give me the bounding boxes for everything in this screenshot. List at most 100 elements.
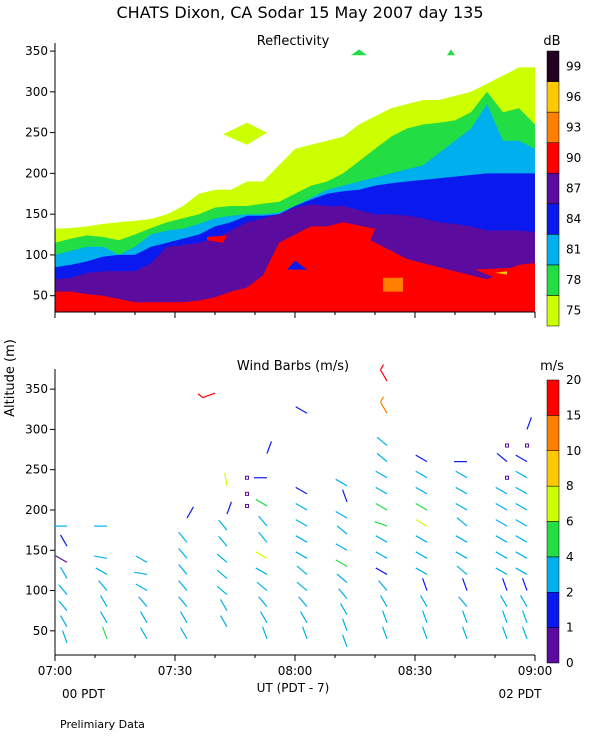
wind-barb	[415, 470, 428, 479]
wind-barb	[58, 600, 68, 612]
wind-barb	[375, 486, 388, 495]
wind-barb	[266, 441, 273, 454]
wind-barb	[379, 369, 388, 382]
wind-barb	[415, 454, 428, 463]
wind-barb	[415, 502, 428, 511]
reflectivity-ytick-label: 300	[25, 85, 48, 99]
wind-barb	[501, 578, 508, 591]
wind-colorbar-label: 20	[566, 373, 581, 387]
reflectivity-colorbar-swatch	[546, 50, 560, 82]
wind-barb	[134, 571, 148, 576]
reflectivity-ytick-label: 150	[25, 207, 48, 221]
wind-xtick-label: 09:00	[518, 664, 553, 678]
wind-barb	[515, 551, 528, 559]
wind-ytick-label: 100	[25, 584, 48, 598]
wind-barb	[421, 626, 428, 640]
reflectivity-colorbar-swatch	[546, 142, 560, 174]
reflectivity-patch-9	[447, 49, 455, 56]
reflectivity-colorbar-label: 75	[566, 304, 581, 318]
wind-barb	[455, 551, 468, 559]
wind-colorbar-label: 15	[566, 408, 581, 422]
wind-barb	[296, 581, 308, 592]
wind-colorbar-label: 0	[566, 656, 574, 670]
wind-barb	[336, 573, 348, 583]
wind-barb	[295, 406, 308, 414]
wind-barb	[335, 543, 348, 551]
wind-colorbar-label: 1	[566, 621, 574, 635]
wind-barb	[216, 569, 228, 579]
wind-barb	[295, 519, 308, 527]
wind-barb	[101, 626, 108, 640]
wind-barb	[59, 566, 68, 579]
reflectivity-colorbar-label: 81	[566, 243, 581, 257]
reflectivity-patch-4	[383, 277, 403, 292]
wind-barb	[336, 525, 348, 535]
wind-barb	[178, 580, 188, 591]
reflectivity-ytick-label: 250	[25, 126, 48, 140]
reflectivity-colorbar-label: 93	[566, 120, 581, 134]
reflectivity-colorbar-label: 90	[566, 151, 581, 165]
wind-barb	[61, 630, 68, 644]
reflectivity-colorbar-swatch	[546, 295, 560, 327]
wind-barb	[218, 519, 228, 531]
wind-ytick-label: 200	[25, 503, 48, 517]
figure-title: CHATS Dixon, CA Sodar 15 May 2007 day 13…	[116, 3, 483, 22]
x-axis-label: UT (PDT - 7)	[257, 681, 330, 695]
wind-barb	[419, 595, 428, 607]
reflectivity-patch-1	[311, 222, 375, 249]
wind-ytick-label: 350	[25, 382, 48, 396]
wind-barb	[339, 603, 348, 616]
wind-barb	[495, 567, 508, 575]
wind-barb	[379, 595, 388, 607]
wind-barb	[374, 521, 388, 527]
wind-barb	[58, 584, 68, 595]
wind-barb	[138, 596, 148, 608]
wind-barb	[415, 535, 428, 543]
wind-barb	[139, 627, 148, 640]
footnote: Prelimiary Data	[60, 718, 145, 731]
wind-barb-calm	[505, 475, 509, 480]
reflectivity-patch-0	[223, 122, 267, 145]
wind-barb	[219, 599, 228, 611]
wind-barb	[495, 535, 508, 543]
wind-barb	[515, 470, 528, 479]
wind-barb	[202, 392, 216, 399]
wind-barb	[461, 610, 468, 623]
wind-barb	[495, 486, 508, 495]
wind-barb	[295, 535, 308, 543]
wind-barb	[421, 610, 428, 623]
wind-barb	[259, 611, 268, 624]
reflectivity-ytick-label: 100	[25, 248, 48, 262]
wind-barb-calm	[245, 491, 249, 496]
wind-unit: m/s	[540, 359, 564, 374]
wind-xtick-label: 07:00	[38, 664, 73, 678]
wind-barb	[295, 486, 308, 495]
wind-barb	[98, 580, 108, 591]
wind-barb	[341, 489, 348, 503]
reflectivity-colorbar-label: 87	[566, 182, 581, 196]
wind-barb	[59, 534, 68, 547]
wind-barb	[95, 567, 108, 575]
wind-barb	[179, 611, 188, 624]
wind-barb	[381, 610, 388, 623]
wind-barb	[375, 551, 388, 559]
wind-xtick-label: 08:30	[398, 664, 433, 678]
wind-colorbar: 0 1 2 4 6 8 10 15 20	[546, 373, 581, 670]
wind-barb	[226, 501, 233, 515]
wind-barb	[99, 611, 108, 624]
wind-barb	[218, 535, 228, 547]
wind-xtick-label: 07:30	[158, 664, 193, 678]
wind-barb	[499, 595, 508, 607]
wind-barb	[186, 506, 195, 519]
wind-barb	[455, 502, 468, 511]
wind-barb	[216, 553, 228, 563]
wind-barb	[335, 559, 348, 567]
wind-barb	[94, 555, 108, 559]
wind-colorbar-swatch	[546, 485, 560, 522]
reflectivity-colorbar-swatch	[546, 81, 560, 113]
wind-barb	[178, 531, 188, 543]
wind-barb	[135, 583, 148, 592]
wind-colorbar-label: 2	[566, 585, 574, 599]
wind-barb	[224, 472, 228, 486]
